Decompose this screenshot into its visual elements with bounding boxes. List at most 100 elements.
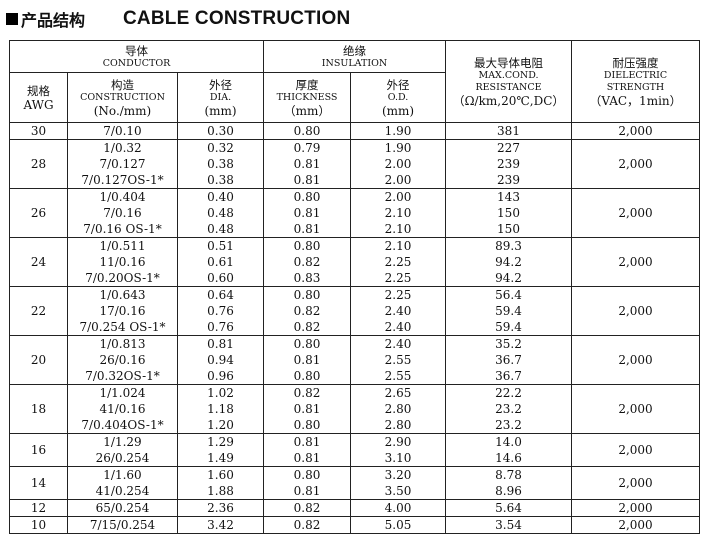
awg-header: 规格 AWG	[9, 72, 68, 123]
resistance-value: 59.4	[495, 320, 522, 334]
table-row: 10 7/15/0.254 3.42 0.82 5.05 3.54 2,000	[9, 516, 700, 534]
awg-cell: 28	[9, 139, 68, 189]
construction-cell: 1/1.60 41/0.254	[67, 466, 178, 500]
resistance-cell: 89.3 94.2 94.2	[445, 237, 572, 287]
resistance-value: 35.2	[495, 337, 522, 351]
thickness-cell: 0.80 0.81 0.81	[263, 188, 351, 238]
dielectric-header-en1: DIELECTRIC	[603, 69, 668, 81]
dielectric-cell: 2,000	[571, 122, 700, 140]
dia-cell: 0.51 0.61 0.60	[177, 237, 264, 287]
awg-header-cn: 规格	[27, 83, 50, 98]
dielectric-cell: 2,000	[571, 384, 700, 434]
construction-value: 17/0.16	[99, 304, 146, 318]
construction-value: 7/0.404OS-1*	[81, 418, 164, 432]
construction-value: 41/0.254	[95, 484, 150, 498]
thickness-value: 0.81	[293, 173, 321, 187]
od-value: 2.00	[384, 190, 412, 204]
insulation-group-header: 绝缘 INSULATION	[263, 40, 446, 73]
od-value: 2.25	[384, 271, 412, 285]
construction-value: 7/15/0.254	[89, 518, 156, 532]
thickness-value: 0.83	[293, 271, 321, 285]
table-row: 18 1/1.024 41/0.16 7/0.404OS-1* 1.02 1.18 1.20…	[9, 384, 700, 434]
dielectric-header-en2: STRENGTH	[606, 81, 665, 93]
od-cell: 2.65 2.80 2.80	[350, 384, 446, 434]
dia-value: 0.96	[207, 369, 234, 383]
thickness-value: 0.82	[293, 518, 321, 532]
dia-value: 1.18	[207, 402, 234, 416]
construction-cell: 1/1.024 41/0.16 7/0.404OS-1*	[67, 384, 178, 434]
resistance-cell: 56.4 59.4 59.4	[445, 286, 572, 336]
construction-value: 1/1.29	[103, 435, 142, 449]
resistance-cell: 227 239 239	[445, 139, 572, 189]
construction-header-en: CONSTRUCTION	[80, 91, 165, 103]
insulation-header-cn: 绝缘	[343, 43, 366, 58]
conductor-group-header: 导体 CONDUCTOR	[9, 40, 264, 73]
thickness-value: 0.82	[293, 501, 321, 515]
resistance-value: 381	[497, 124, 520, 138]
dielectric-cell: 2,000	[571, 499, 700, 517]
resistance-value: 150	[497, 222, 520, 236]
od-header-unit: (mm)	[381, 103, 415, 118]
dia-value: 0.30	[207, 124, 234, 138]
od-value: 2.10	[384, 206, 412, 220]
resistance-value: 23.2	[495, 418, 522, 432]
dielectric-cell: 2,000	[571, 139, 700, 189]
resistance-header-unit: （Ω/km,20℃,DC）	[452, 93, 565, 108]
thickness-value: 0.82	[293, 255, 321, 269]
square-bullet-icon	[6, 13, 18, 25]
resistance-cell: 381	[445, 122, 572, 140]
dia-header-en: DIA.	[209, 91, 232, 103]
table-row: 16 1/1.29 26/0.254 1.29 1.49 0.81 0.81 2.90 3.10…	[9, 433, 700, 467]
resistance-value: 59.4	[495, 304, 522, 318]
thickness-value: 0.81	[293, 206, 321, 220]
construction-value: 1/0.813	[99, 337, 146, 351]
construction-value: 1/0.643	[99, 288, 146, 302]
dielectric-cell: 2,000	[571, 433, 700, 467]
table-row: 22 1/0.643 17/0.16 7/0.254 OS-1* 0.64 0.76 0.7…	[9, 286, 700, 336]
awg-cell: 22	[9, 286, 68, 336]
thickness-header: 厚度 THICKNESS （mm）	[263, 72, 351, 123]
thickness-value: 0.82	[293, 304, 321, 318]
od-value: 1.90	[384, 124, 412, 138]
dielectric-cell: 2,000	[571, 188, 700, 238]
dia-header: 外径 DIA. (mm)	[177, 72, 264, 123]
resistance-value: 239	[497, 173, 520, 187]
od-value: 3.20	[384, 468, 412, 482]
resistance-value: 143	[497, 190, 520, 204]
thickness-value: 0.81	[293, 435, 321, 449]
thickness-value: 0.80	[293, 468, 321, 482]
thickness-header-unit: （mm）	[283, 103, 331, 118]
resistance-cell: 35.2 36.7 36.7	[445, 335, 572, 385]
resistance-value: 14.6	[495, 451, 522, 465]
awg-cell: 30	[9, 122, 68, 140]
table-body: 30 7/0.10 0.30 0.80 1.90 381 2,000 28 1/0.32 7/0.…	[9, 122, 700, 534]
dia-cell: 0.30	[177, 122, 264, 140]
construction-value: 7/0.16	[103, 206, 142, 220]
thickness-cell: 0.82	[263, 516, 351, 534]
dia-cell: 3.42	[177, 516, 264, 534]
thickness-value: 0.80	[293, 190, 321, 204]
thickness-value: 0.80	[293, 124, 321, 138]
thickness-cell: 0.81 0.81	[263, 433, 351, 467]
construction-value: 41/0.16	[99, 402, 146, 416]
od-cell: 3.20 3.50	[350, 466, 446, 500]
construction-cell: 1/0.32 7/0.127 7/0.127OS-1*	[67, 139, 178, 189]
dia-value: 0.61	[207, 255, 234, 269]
dia-value: 0.51	[207, 239, 234, 253]
resistance-value: 8.96	[495, 484, 522, 498]
od-cell: 2.00 2.10 2.10	[350, 188, 446, 238]
od-cell: 2.90 3.10	[350, 433, 446, 467]
od-header-cn: 外径	[386, 77, 410, 92]
construction-value: 7/0.20OS-1*	[85, 271, 160, 285]
resistance-value: 14.0	[495, 435, 522, 449]
construction-value: 7/0.10	[103, 124, 142, 138]
dia-cell: 2.36	[177, 499, 264, 517]
dia-value: 0.76	[207, 320, 234, 334]
resistance-cell: 143 150 150	[445, 188, 572, 238]
dia-value: 3.42	[207, 518, 234, 532]
od-cell: 2.40 2.55 2.55	[350, 335, 446, 385]
od-cell: 1.90	[350, 122, 446, 140]
thickness-value: 0.81	[293, 353, 321, 367]
construction-header-cn: 构造	[111, 77, 134, 92]
dia-value: 0.48	[207, 222, 234, 236]
